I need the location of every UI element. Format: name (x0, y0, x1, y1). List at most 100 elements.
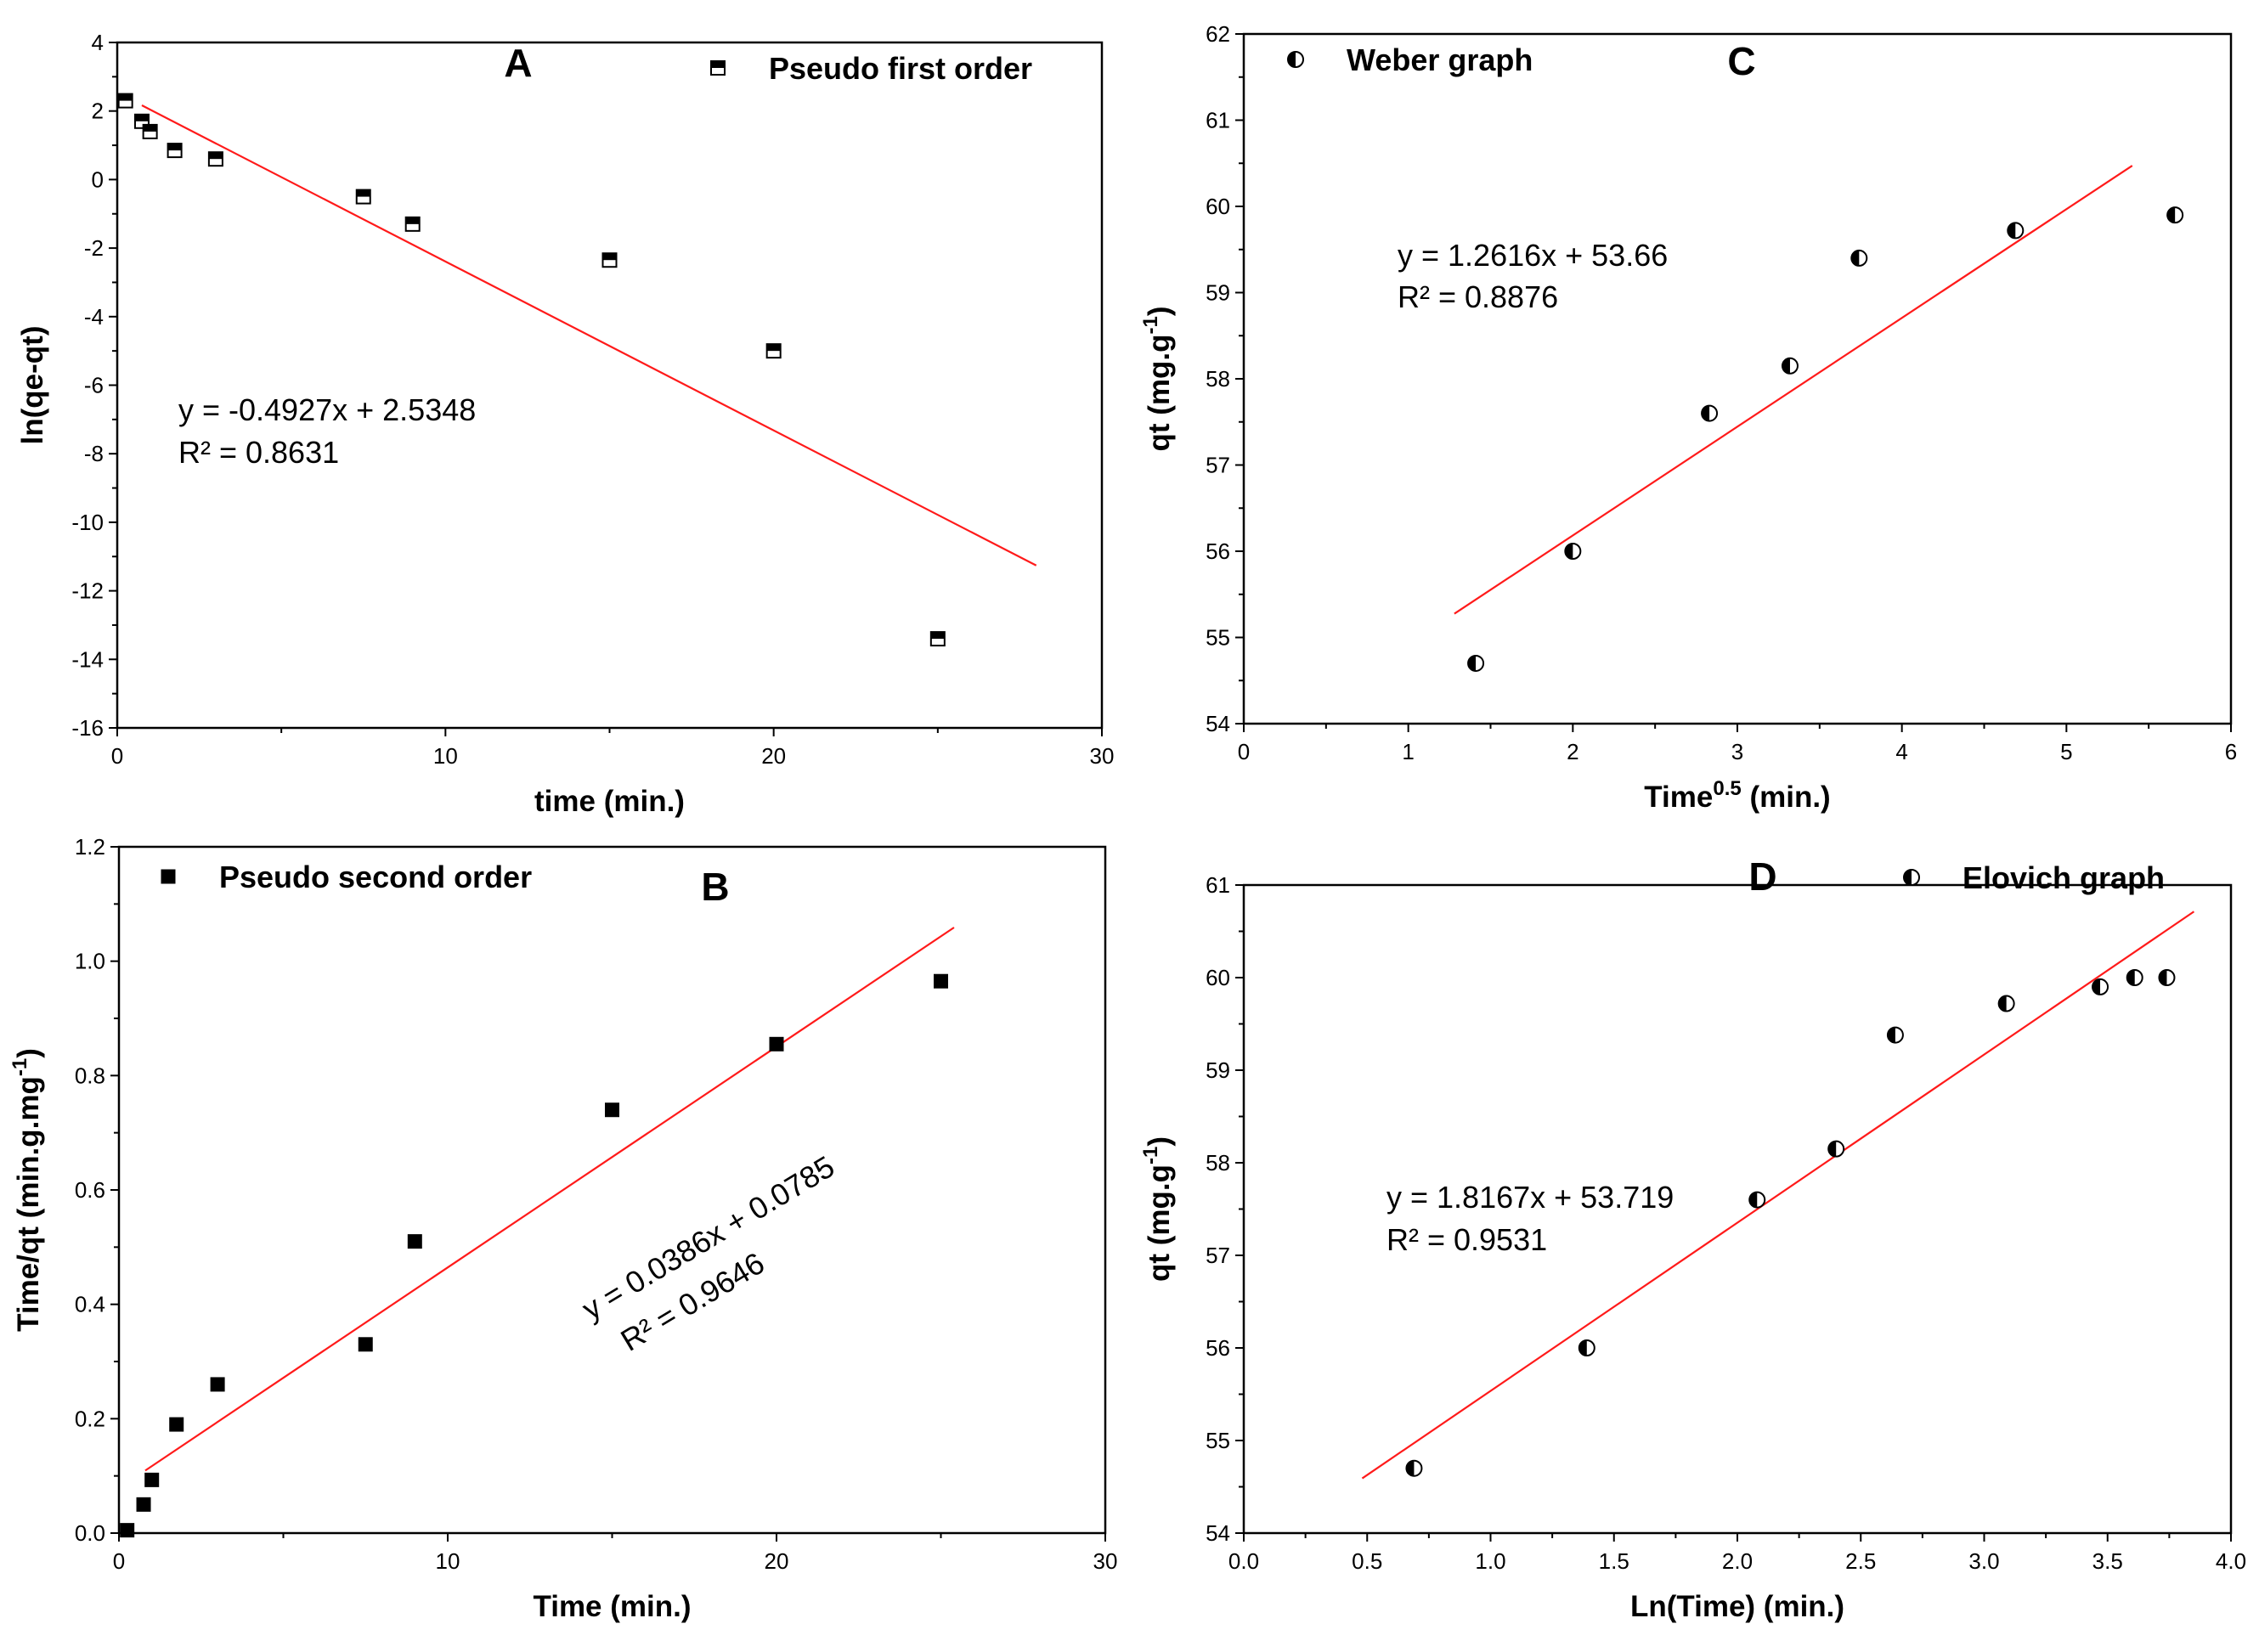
fit-line-a (141, 104, 1037, 567)
y-tick-label: 59 (1206, 1057, 1230, 1083)
data-point (407, 1234, 422, 1249)
legend-a: Pseudo first order (710, 51, 1032, 86)
y-tick-label: 62 (1206, 21, 1230, 47)
panel-label-a: A (504, 41, 532, 85)
panel-label-c: C (1727, 39, 1755, 83)
y-axis-title-d: qt (mg.g-1) (1139, 1136, 1176, 1282)
y-tick-label: 58 (1206, 1150, 1230, 1176)
x-axis-title-d: Ln(Time) (min.) (1630, 1590, 1844, 1623)
y-axis-title-a: ln(qe-qt) (16, 326, 49, 445)
data-point (2007, 222, 2025, 240)
x-tick-label: 0.5 (1352, 1548, 1382, 1574)
data-point (404, 216, 421, 232)
y-tick-label: -6 (84, 373, 104, 398)
data-point (1564, 543, 1582, 560)
equation-text: y = 1.8167x + 53.719 (1386, 1180, 1674, 1215)
data-point (1701, 404, 1719, 422)
data-point (769, 1036, 784, 1052)
y-tick-label: 55 (1206, 625, 1230, 651)
x-tick-label: 3 (1731, 739, 1743, 764)
fit-equation-d: y = 1.8167x + 53.719 R² = 0.9531 (1386, 1180, 1674, 1257)
legend-marker (710, 60, 726, 76)
data-point (2126, 969, 2143, 986)
fit-line-d (1361, 911, 2195, 1480)
y-tick-label: 0 (92, 166, 104, 192)
y-tick-label: 4 (92, 30, 104, 55)
legend-marker (1903, 869, 1920, 886)
data-point (2092, 978, 2109, 995)
data-point (1781, 357, 1799, 375)
r-squared-text: R² = 0.8876 (1398, 279, 1558, 314)
x-tick-label: 20 (761, 743, 786, 769)
legend-b: Pseudo second order (161, 860, 532, 894)
y-tick-label: 61 (1206, 108, 1230, 133)
x-tick-label: 4.0 (2216, 1548, 2246, 1574)
plot-frame-c (1242, 32, 2233, 725)
data-point (358, 1337, 373, 1352)
data-point (136, 1497, 151, 1512)
data-point (605, 1102, 619, 1118)
legend-marker (161, 869, 176, 884)
chart-panel-b: 0 10 20 30 0.0 0.2 0.4 0.6 0.8 1.0 1.2 Time (min.) T… (8, 834, 1117, 1623)
data-point (207, 151, 223, 167)
x-tick-label: 20 (765, 1548, 789, 1574)
data-point (765, 343, 782, 359)
legend-d: Elovich graph (1903, 860, 2165, 895)
data-point (167, 143, 183, 159)
x-tick-label: 5 (2060, 739, 2072, 764)
x-tick-label: 2.0 (1722, 1548, 1753, 1574)
y-tick-label: 56 (1206, 1335, 1230, 1361)
chart-panel-a: 0 10 20 30 -16 -14 -12 -10 -8 -6 -4 -2 0 2 4 time (min.… (16, 30, 1114, 818)
legend-label: Pseudo second order (219, 860, 532, 894)
x-tick-label: 30 (1093, 1548, 1118, 1574)
y-tick-label: 0.4 (75, 1292, 105, 1317)
x-tick-label: 0 (111, 743, 123, 769)
y-tick-label: -8 (84, 441, 104, 466)
y-tick-label: 56 (1206, 538, 1230, 564)
legend-label: Weber graph (1347, 42, 1533, 77)
x-tick-label: 2.5 (1845, 1548, 1876, 1574)
fit-equation-a: y = -0.4927x + 2.5348 R² = 0.8631 (178, 392, 476, 470)
y-tick-label: 57 (1206, 453, 1230, 478)
y-tick-label: 0.8 (75, 1063, 105, 1088)
y-tick-label: 54 (1206, 711, 1230, 736)
data-point (144, 1472, 160, 1487)
x-axis-title-c: Time0.5 (min.) (1644, 777, 1830, 814)
data-point (929, 631, 946, 647)
y-tick-label: -10 (71, 510, 104, 535)
fit-line-c (1454, 165, 2133, 615)
data-point (1405, 1459, 1423, 1477)
data-point (601, 252, 618, 268)
data-point (120, 1523, 135, 1538)
y-tick-label: 60 (1206, 194, 1230, 219)
panel-label-b: B (701, 865, 729, 909)
x-tick-label: 4 (1895, 739, 1907, 764)
legend-label: Pseudo first order (769, 51, 1032, 86)
x-tick-label: 1.5 (1599, 1548, 1629, 1574)
y-tick-label: -16 (71, 715, 104, 741)
legend-label: Elovich graph (1963, 860, 2165, 895)
x-tick-label: 6 (2225, 739, 2237, 764)
data-point (1850, 249, 1868, 267)
data-point (1578, 1339, 1595, 1356)
data-point (1467, 654, 1485, 672)
x-tick-label: 3.0 (1968, 1548, 1999, 1574)
data-point (355, 189, 371, 205)
y-tick-label: 1.2 (75, 834, 105, 860)
x-tick-label: 1.0 (1475, 1548, 1505, 1574)
fit-equation-c: y = 1.2616x + 53.66 R² = 0.8876 (1398, 238, 1668, 314)
data-point (1886, 1026, 1904, 1044)
equation-text: y = 1.2616x + 53.66 (1398, 238, 1668, 273)
x-axis-title-a: time (min.) (534, 785, 685, 818)
y-tick-label: 0.6 (75, 1177, 105, 1203)
y-tick-label: -4 (84, 304, 104, 330)
y-tick-label: 0.2 (75, 1406, 105, 1431)
legend-c: Weber graph (1287, 42, 1533, 77)
data-point (117, 93, 133, 109)
data-point (169, 1417, 184, 1432)
data-point (2166, 206, 2184, 224)
y-tick-label: 1.0 (75, 949, 105, 974)
